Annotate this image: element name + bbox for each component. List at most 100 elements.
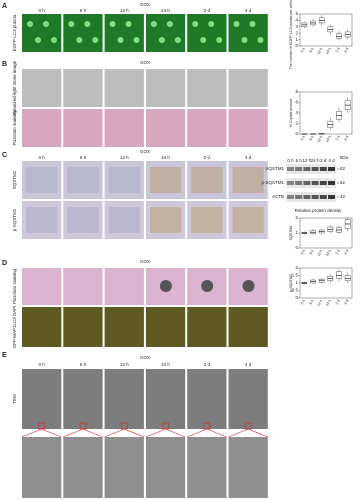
column-header: 4 d [245,155,252,160]
puncta [92,37,99,43]
x-tick-label: 12 h [316,47,323,55]
zoom-box [162,422,169,430]
zoom-line [104,428,125,438]
band [319,181,327,185]
zoom-box [120,422,128,430]
puncta [166,21,173,27]
lane-label: 12 h [303,158,312,163]
panel-title: GOX [140,60,150,65]
puncta [208,21,215,27]
staining [232,207,264,233]
x-tick-label: 2 d [335,47,341,53]
x-tick-label: 12 h [316,249,323,257]
y-tick-label: 2 [295,30,298,35]
band [295,167,303,171]
micrograph [145,69,186,107]
zoom-line [187,428,207,438]
y-tick-label: 3 [295,24,298,29]
zoom-line [63,428,84,438]
micrograph [228,69,268,107]
band [287,195,294,199]
y-tick-label: 0 [295,295,298,300]
band [287,167,294,171]
micrograph [145,307,186,347]
zoom-box [38,422,45,430]
micrograph [228,14,268,52]
column-header: 12 h [120,362,129,367]
staining [108,167,140,193]
box [344,275,351,281]
x-tick-label: 6 h [309,135,315,141]
puncta [150,21,157,27]
micrograph [63,369,103,429]
micrograph [104,268,144,305]
staining [191,207,223,233]
micrograph [22,109,62,147]
lane-label: 24 h [311,158,320,163]
puncta [158,37,165,43]
y-tick-label: 0 [295,43,298,48]
x-tick-label: 2 d [335,249,341,255]
box [336,33,342,39]
row-label: GFP-MAP1LC3 DAPI [12,305,17,348]
micrograph [145,437,186,498]
panel-label: C [2,152,7,159]
micrograph [187,437,227,498]
y-tick-label: 1 [295,230,298,235]
micrograph [104,369,144,429]
staining [67,167,99,193]
column-header: 24 h [161,8,170,13]
lane-label: 6 h [296,158,303,163]
puncta [43,21,49,27]
panel-label: E [2,352,7,359]
micrograph [22,69,62,107]
plot-frame [299,91,353,135]
y-tick-label: 2 [295,265,298,270]
micrograph [104,14,144,52]
crystal [159,280,172,292]
column-header: 6 h [80,155,87,160]
crystal [201,280,214,292]
micrograph [63,437,103,498]
puncta [35,37,41,43]
micrograph [145,369,186,429]
micrograph [228,109,268,147]
staining [191,167,223,193]
puncta [233,21,240,27]
zoom-box [79,422,87,430]
y-tick-label: 8 [295,89,298,94]
column-header: 4 d [245,362,252,367]
band [303,195,311,199]
micrograph [22,14,62,52]
y-tick-label: 0.5 [292,288,299,293]
micrograph [22,437,62,498]
puncta [192,21,199,27]
x-tick-label: 12 h [316,299,323,307]
band [328,181,335,185]
micrograph [104,437,144,498]
column-header: 0 h [39,8,46,13]
zoom-line [21,428,42,438]
band-size: 62 [340,180,346,185]
micrograph [104,109,144,147]
x-tick-label: 4 d [343,299,349,305]
row-label: SQSTM1 [12,170,17,189]
column-header: 12 h [120,155,129,160]
y-tick-label: 0 [295,131,298,136]
y-tick-label: 1 [295,280,298,285]
crystal [242,280,255,292]
staining [26,167,58,193]
blot-strip [286,164,336,174]
zoom-line [124,428,145,438]
plot-frame [299,217,353,249]
column-header: 6 h [80,8,87,13]
row-label: EGFP-LC3 puncta [12,14,17,51]
puncta [200,37,207,43]
band [311,195,319,199]
puncta [68,21,75,27]
micrograph [22,307,62,347]
row-label: Pizzolato staining [12,268,17,304]
micrograph [145,14,186,52]
x-tick-label: 6 h [309,249,315,255]
